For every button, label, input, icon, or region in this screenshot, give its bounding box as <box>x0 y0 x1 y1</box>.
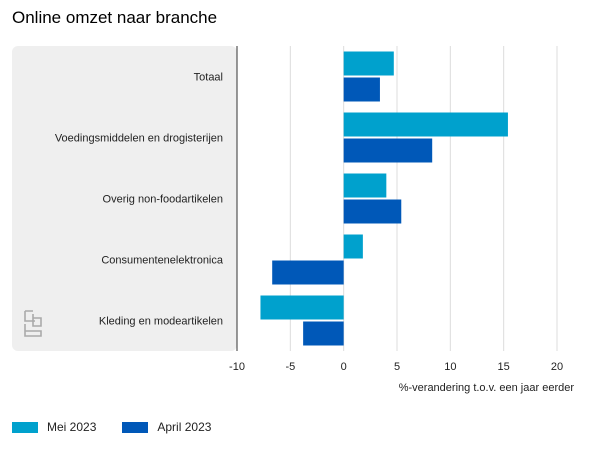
legend-label-1: April 2023 <box>157 420 212 434</box>
x-tick-label-6: 20 <box>551 361 563 373</box>
bar-1-0 <box>343 77 380 102</box>
legend-swatch-0 <box>12 421 38 433</box>
x-tick-label-4: 10 <box>444 361 456 373</box>
legend-item-1: April 2023 <box>122 420 211 434</box>
bar-1-3 <box>272 260 344 285</box>
bar-0-0 <box>343 51 394 76</box>
bar-1-2 <box>343 199 402 224</box>
x-tick-label-0: -10 <box>229 361 245 373</box>
x-tick-label-2: 0 <box>341 361 347 373</box>
chart-title: Online omzet naar branche <box>12 8 218 27</box>
x-tick-label-5: 15 <box>498 361 510 373</box>
category-label-3: Consumentenelektronica <box>101 255 224 267</box>
bar-1-1 <box>343 138 433 163</box>
cbs-logo-icon <box>24 310 42 337</box>
bar-1-4 <box>303 321 344 346</box>
legend-item-0: Mei 2023 <box>12 420 96 434</box>
label-panel <box>12 46 237 351</box>
x-tick-label-1: -5 <box>285 361 295 373</box>
x-axis-label: %-verandering t.o.v. een jaar eerder <box>399 382 575 394</box>
legend: Mei 2023 April 2023 <box>12 420 211 434</box>
x-tick-label-3: 5 <box>394 361 400 373</box>
bar-0-3 <box>343 234 363 259</box>
legend-swatch-1 <box>122 421 149 433</box>
category-label-1: Voedingsmiddelen en drogisterijen <box>55 133 223 145</box>
bar-0-1 <box>343 112 508 137</box>
category-label-4: Kleding en modeartikelen <box>99 316 223 328</box>
category-label-0: Totaal <box>194 72 223 84</box>
bar-0-2 <box>343 173 387 198</box>
bar-0-4 <box>260 295 344 320</box>
legend-label-0: Mei 2023 <box>47 420 97 434</box>
category-label-2: Overig non-foodartikelen <box>103 194 223 206</box>
